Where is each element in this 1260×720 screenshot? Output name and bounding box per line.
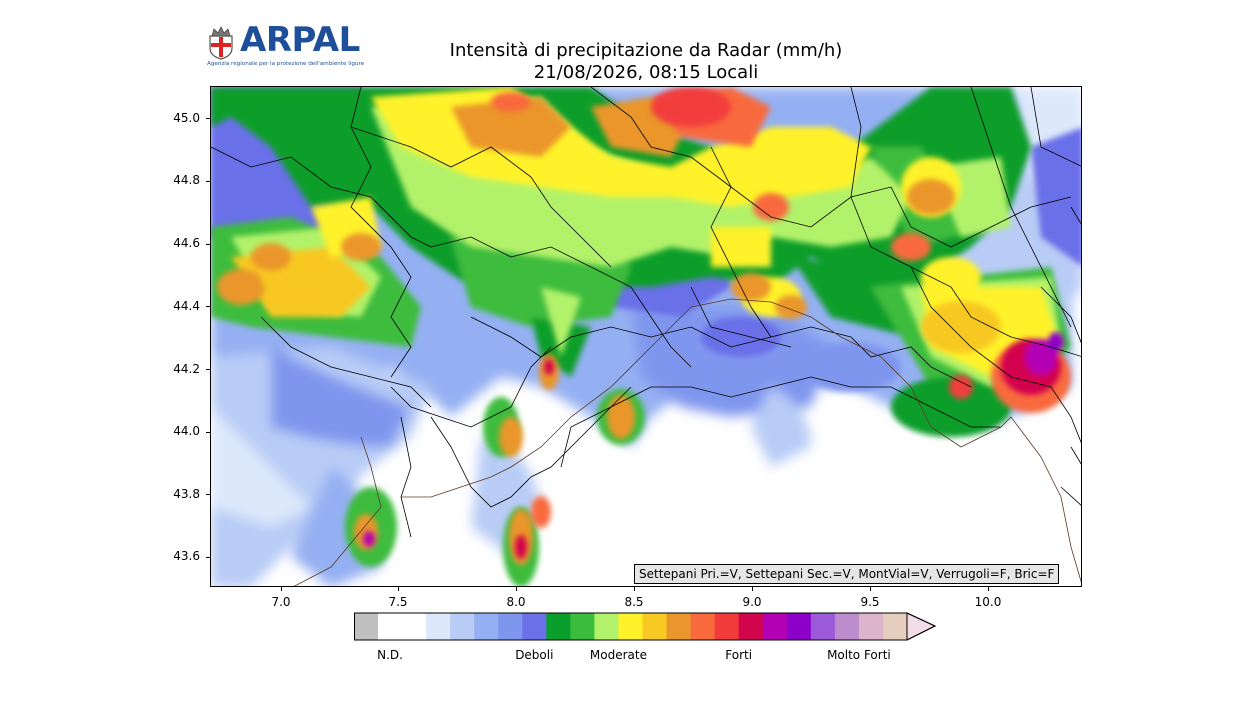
x-tick-label: 9.0 bbox=[742, 595, 762, 609]
colorbar-cell bbox=[690, 613, 716, 640]
y-tick-mark bbox=[206, 369, 210, 370]
y-tick-mark bbox=[206, 118, 210, 119]
y-tick-label: 44.6 bbox=[173, 236, 200, 250]
colorbar-cell bbox=[402, 613, 427, 640]
colorbar-cell bbox=[738, 613, 764, 640]
colorbar-cell bbox=[450, 613, 475, 640]
y-tick-mark bbox=[206, 557, 210, 558]
colorbar-cell bbox=[858, 613, 884, 640]
x-tick-mark bbox=[752, 587, 753, 591]
x-tick-mark bbox=[870, 587, 871, 591]
x-tick-mark bbox=[988, 587, 989, 591]
y-tick-label: 44.4 bbox=[173, 299, 200, 313]
liguria-shield-icon bbox=[209, 26, 233, 60]
colorbar-cell bbox=[882, 613, 908, 640]
radar-field bbox=[211, 87, 1081, 586]
colorbar-cells bbox=[354, 613, 908, 640]
x-tick-label: 10.0 bbox=[974, 595, 1002, 609]
colorbar-cell bbox=[426, 613, 451, 640]
logo-tagline: Agenzia regionale per la protezione dell… bbox=[207, 61, 365, 67]
colorbar-cell bbox=[522, 613, 547, 640]
colorbar-label: Forti bbox=[725, 648, 753, 662]
y-tick-label: 45.0 bbox=[173, 111, 200, 125]
colorbar-extension bbox=[906, 612, 937, 641]
y-tick-mark bbox=[206, 181, 210, 182]
radar-map bbox=[210, 86, 1082, 587]
colorbar-label: Moderate bbox=[589, 648, 648, 662]
colorbar-label: Molto Forti bbox=[827, 648, 891, 662]
x-tick-label: 7.5 bbox=[388, 595, 408, 609]
map-title: Intensità di precipitazione da Radar (mm… bbox=[346, 40, 946, 84]
y-tick-label: 44.8 bbox=[173, 173, 200, 187]
y-tick-mark bbox=[206, 244, 210, 245]
x-tick-label: 8.0 bbox=[506, 595, 526, 609]
arpal-logo: ARPAL Agenzia regionale per la protezion… bbox=[204, 20, 374, 74]
colorbar-cell bbox=[594, 613, 619, 640]
radar-settings-box: Settepani Pri.=V, Settepani Sec.=V, Mont… bbox=[634, 564, 1060, 584]
admin-borders bbox=[211, 87, 1081, 538]
y-tick-mark bbox=[206, 306, 210, 307]
colorbar-cell bbox=[546, 613, 571, 640]
logo-wordmark: ARPAL bbox=[240, 20, 360, 60]
colorbar-cell bbox=[474, 613, 499, 640]
x-tick-mark bbox=[516, 587, 517, 591]
y-tick-label: 43.6 bbox=[173, 549, 200, 563]
y-tick-mark bbox=[206, 494, 210, 495]
colorbar-label: N.D. bbox=[377, 648, 403, 662]
y-tick-label: 44.0 bbox=[173, 424, 200, 438]
colorbar-cell bbox=[642, 613, 668, 640]
title-line-1: Intensità di precipitazione da Radar (mm… bbox=[449, 40, 843, 61]
colorbar-cell bbox=[354, 613, 379, 640]
colorbar-cell bbox=[618, 613, 644, 640]
colorbar bbox=[354, 612, 937, 641]
colorbar-cell bbox=[378, 613, 403, 640]
y-tick-mark bbox=[206, 432, 210, 433]
colorbar-cell bbox=[570, 613, 595, 640]
title-line-2: 21/08/2026, 08:15 Locali bbox=[533, 62, 759, 83]
x-tick-mark bbox=[398, 587, 399, 591]
x-tick-label: 9.5 bbox=[860, 595, 880, 609]
colorbar-cell bbox=[666, 613, 692, 640]
x-tick-mark bbox=[634, 587, 635, 591]
y-tick-label: 44.2 bbox=[173, 362, 200, 376]
very-intense-cells bbox=[363, 87, 1064, 559]
colorbar-cell bbox=[810, 613, 836, 640]
colorbar-cell bbox=[834, 613, 860, 640]
y-tick-label: 43.8 bbox=[173, 487, 200, 501]
colorbar-cell bbox=[762, 613, 788, 640]
coastline bbox=[293, 298, 1081, 586]
x-tick-mark bbox=[281, 587, 282, 591]
colorbar-cell bbox=[786, 613, 812, 640]
colorbar-outline bbox=[354, 612, 937, 641]
colorbar-label: Deboli bbox=[515, 648, 554, 662]
x-tick-label: 7.0 bbox=[271, 595, 291, 609]
x-tick-label: 8.5 bbox=[624, 595, 644, 609]
colorbar-cell bbox=[498, 613, 523, 640]
colorbar-cell bbox=[714, 613, 740, 640]
